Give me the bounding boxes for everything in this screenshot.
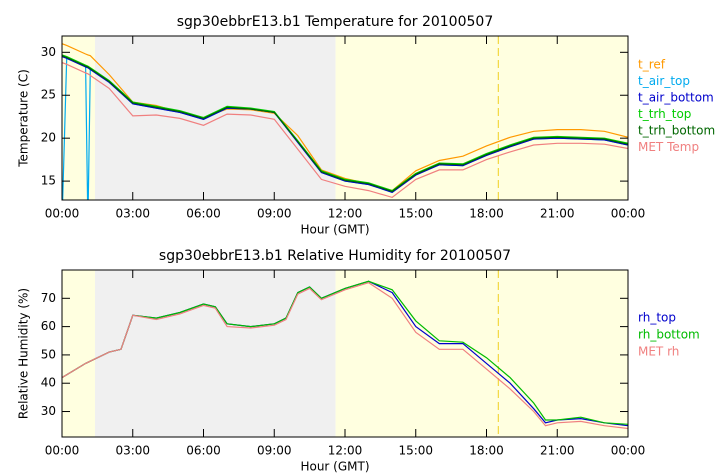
y-tick-label: 60 <box>41 319 56 333</box>
x-tick-label: 03:00 <box>115 444 150 458</box>
chart-title: sgp30ebbrE13.b1 Relative Humidity for 20… <box>159 248 511 264</box>
y-tick-label: 30 <box>41 404 56 418</box>
x-tick-label: 12:00 <box>328 207 363 221</box>
lines <box>62 280 628 430</box>
x-tick-label: 21:00 <box>540 207 575 221</box>
series-line <box>62 282 628 430</box>
x-tick-label: 00:00 <box>611 444 646 458</box>
y-tick-label: 15 <box>41 174 56 188</box>
y-tick-label: 40 <box>41 376 56 390</box>
x-tick-label: 06:00 <box>186 207 221 221</box>
x-tick-label: 00:00 <box>611 207 646 221</box>
x-tick-label: 09:00 <box>257 444 292 458</box>
series-line <box>62 280 628 425</box>
background-span <box>95 36 336 200</box>
x-tick-label: 18:00 <box>469 444 504 458</box>
y-tick-label: 70 <box>41 291 56 305</box>
lines <box>62 43 628 200</box>
legend-entry: rh_top <box>638 311 676 325</box>
background-span <box>335 270 628 437</box>
y-axis-label: Relative Humidity (%) <box>17 288 31 419</box>
y-axis-label: Temperature (C) <box>17 69 31 168</box>
y-tick-label: 20 <box>41 131 56 145</box>
legend-entry: MET Temp <box>638 140 699 154</box>
legend-entry: t_air_top <box>638 74 690 88</box>
chart-title: sgp30ebbrE13.b1 Temperature for 20100507 <box>177 14 493 30</box>
y-tick-label: 50 <box>41 347 56 361</box>
x-tick-label: 15:00 <box>398 207 433 221</box>
background-span <box>95 270 336 437</box>
x-tick-label: 00:00 <box>45 207 80 221</box>
series-line <box>62 43 628 192</box>
x-tick-label: 18:00 <box>469 207 504 221</box>
x-axis-label: Hour (GMT) <box>300 460 369 474</box>
x-axis-label: Hour (GMT) <box>300 223 369 237</box>
legend-entry: t_trh_top <box>638 107 691 121</box>
series-line <box>62 55 628 193</box>
legend-entry: MET rh <box>638 345 679 359</box>
x-tick-label: 21:00 <box>540 444 575 458</box>
legend-entry: t_air_bottom <box>638 91 714 105</box>
y-tick-label: 30 <box>41 45 56 59</box>
series-line <box>62 62 628 199</box>
legend-entry: t_ref <box>638 58 666 72</box>
legend-entry: t_trh_bottom <box>638 124 715 138</box>
y-tick-label: 25 <box>41 88 56 102</box>
x-tick-label: 09:00 <box>257 207 292 221</box>
x-tick-label: 03:00 <box>115 207 150 221</box>
background-span <box>335 36 628 200</box>
x-tick-label: 15:00 <box>398 444 433 458</box>
x-tick-label: 12:00 <box>328 444 363 458</box>
legend-entry: rh_bottom <box>638 328 700 342</box>
x-tick-label: 00:00 <box>45 444 80 458</box>
x-tick-label: 06:00 <box>186 444 221 458</box>
